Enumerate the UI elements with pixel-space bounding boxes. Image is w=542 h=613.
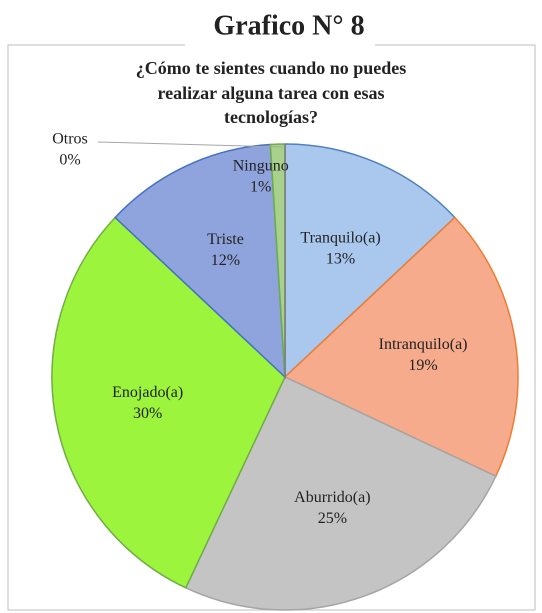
- pie-slice: [184, 376, 497, 611]
- chart-subtitle: realizar alguna tarea con esas: [158, 83, 385, 103]
- data-label-name: Intranquilo(a): [379, 336, 468, 353]
- pie-slice: [283, 216, 519, 478]
- data-label-value: 19%: [408, 357, 437, 374]
- data-label-value: 1%: [250, 178, 271, 195]
- data-label-name: Ninguno: [233, 157, 289, 174]
- data-label-name: Tranquilo(a): [300, 229, 380, 246]
- title-backdrop: [185, 40, 375, 50]
- leader-line: [97, 141, 284, 148]
- data-label-value: 0%: [59, 152, 80, 169]
- data-label-name: Otros: [52, 131, 88, 148]
- data-label-value: 12%: [211, 252, 240, 269]
- pie-slice: [284, 143, 456, 379]
- data-label-name: Aburrido(a): [294, 489, 370, 506]
- chart-title: Grafico N° 8: [213, 10, 364, 41]
- data-label-value: 30%: [133, 405, 162, 422]
- chart-subtitle: ¿Cómo te sientes cuando no puedes: [136, 58, 407, 78]
- pie-slice: [51, 216, 286, 589]
- pie-slice: [114, 143, 286, 379]
- chart-subtitle: tecnologías?: [224, 107, 318, 127]
- data-label-value: 25%: [318, 510, 347, 527]
- data-label-name: Enojado(a): [112, 384, 183, 401]
- data-label-name: Triste: [207, 231, 244, 248]
- data-label-value: 13%: [326, 250, 355, 267]
